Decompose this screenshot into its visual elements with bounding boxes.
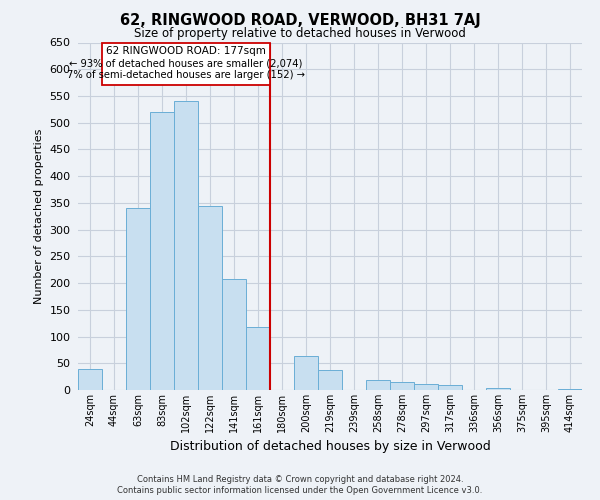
Bar bbox=[246, 327, 270, 390]
Text: Contains HM Land Registry data © Crown copyright and database right 2024.: Contains HM Land Registry data © Crown c… bbox=[137, 475, 463, 484]
Bar bbox=[294, 356, 318, 390]
Text: 62, RINGWOOD ROAD, VERWOOD, BH31 7AJ: 62, RINGWOOD ROAD, VERWOOD, BH31 7AJ bbox=[119, 12, 481, 28]
Bar bbox=[438, 384, 462, 390]
Bar bbox=[318, 370, 342, 390]
Text: Contains public sector information licensed under the Open Government Licence v3: Contains public sector information licen… bbox=[118, 486, 482, 495]
X-axis label: Distribution of detached houses by size in Verwood: Distribution of detached houses by size … bbox=[170, 440, 490, 454]
Bar bbox=[78, 368, 102, 390]
Text: ← 93% of detached houses are smaller (2,074): ← 93% of detached houses are smaller (2,… bbox=[70, 58, 302, 68]
Bar bbox=[150, 112, 174, 390]
Text: 7% of semi-detached houses are larger (152) →: 7% of semi-detached houses are larger (1… bbox=[67, 70, 305, 81]
Bar bbox=[222, 280, 246, 390]
Bar bbox=[414, 384, 438, 390]
Bar bbox=[174, 102, 198, 390]
Text: 62 RINGWOOD ROAD: 177sqm: 62 RINGWOOD ROAD: 177sqm bbox=[106, 46, 266, 56]
Bar bbox=[390, 382, 414, 390]
Bar bbox=[126, 208, 150, 390]
Bar bbox=[558, 389, 582, 390]
Bar bbox=[486, 388, 510, 390]
Bar bbox=[198, 206, 222, 390]
Y-axis label: Number of detached properties: Number of detached properties bbox=[34, 128, 44, 304]
FancyBboxPatch shape bbox=[102, 42, 270, 86]
Text: Size of property relative to detached houses in Verwood: Size of property relative to detached ho… bbox=[134, 28, 466, 40]
Bar bbox=[366, 380, 390, 390]
